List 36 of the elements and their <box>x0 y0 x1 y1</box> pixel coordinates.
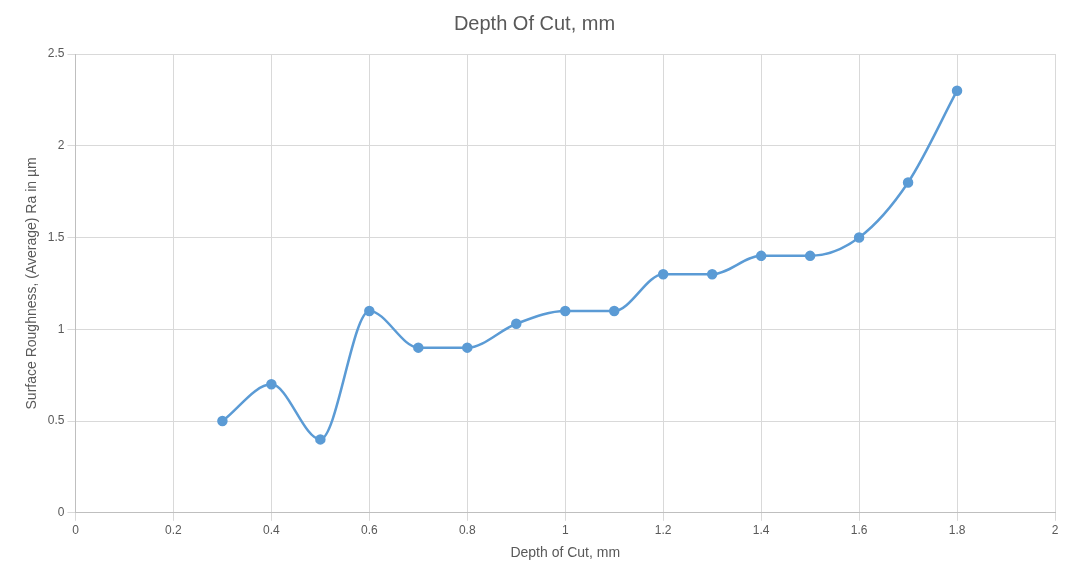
x-tick-label: 1.2 <box>654 523 672 538</box>
point <box>413 342 424 353</box>
point <box>804 250 816 262</box>
x-tick-label: 0.6 <box>360 523 378 538</box>
x-tick-label: 0 <box>72 523 80 538</box>
point <box>902 177 914 188</box>
x-tick-label: 1 <box>561 523 569 538</box>
x-axis-title: Depth of Cut, mm <box>510 544 621 561</box>
y-tick-label: 1.5 <box>47 229 65 244</box>
point <box>608 305 620 317</box>
point <box>217 415 228 427</box>
x-tick-label: 1.4 <box>752 523 770 538</box>
point <box>315 434 326 445</box>
x-tick-label: 1.8 <box>948 523 966 538</box>
x-tick-label: 0.8 <box>458 523 476 538</box>
point <box>853 232 865 243</box>
point <box>559 305 571 317</box>
y-tick-label: 0 <box>57 505 65 520</box>
point <box>364 305 375 317</box>
point <box>755 250 767 262</box>
x-tick-label: 0.2 <box>165 523 183 538</box>
x-tick-label: 0.4 <box>263 523 281 538</box>
point <box>657 268 669 280</box>
point <box>951 85 963 96</box>
y-tick-label: 0.5 <box>47 413 65 428</box>
y-tick-label: 2 <box>57 138 65 153</box>
x-tick-label: 2 <box>1051 523 1059 538</box>
point <box>511 318 522 330</box>
chart-title: Depth Of Cut, mm <box>452 12 617 35</box>
point <box>706 268 718 280</box>
y-axis-title: Surface Roughness, (Average) Ra in µm <box>23 157 40 410</box>
x-tick-label: 1.6 <box>850 523 868 538</box>
y-tick-label: 2.5 <box>47 46 65 61</box>
y-tick-label: 1 <box>57 321 65 336</box>
point <box>462 342 473 353</box>
point <box>266 379 277 390</box>
